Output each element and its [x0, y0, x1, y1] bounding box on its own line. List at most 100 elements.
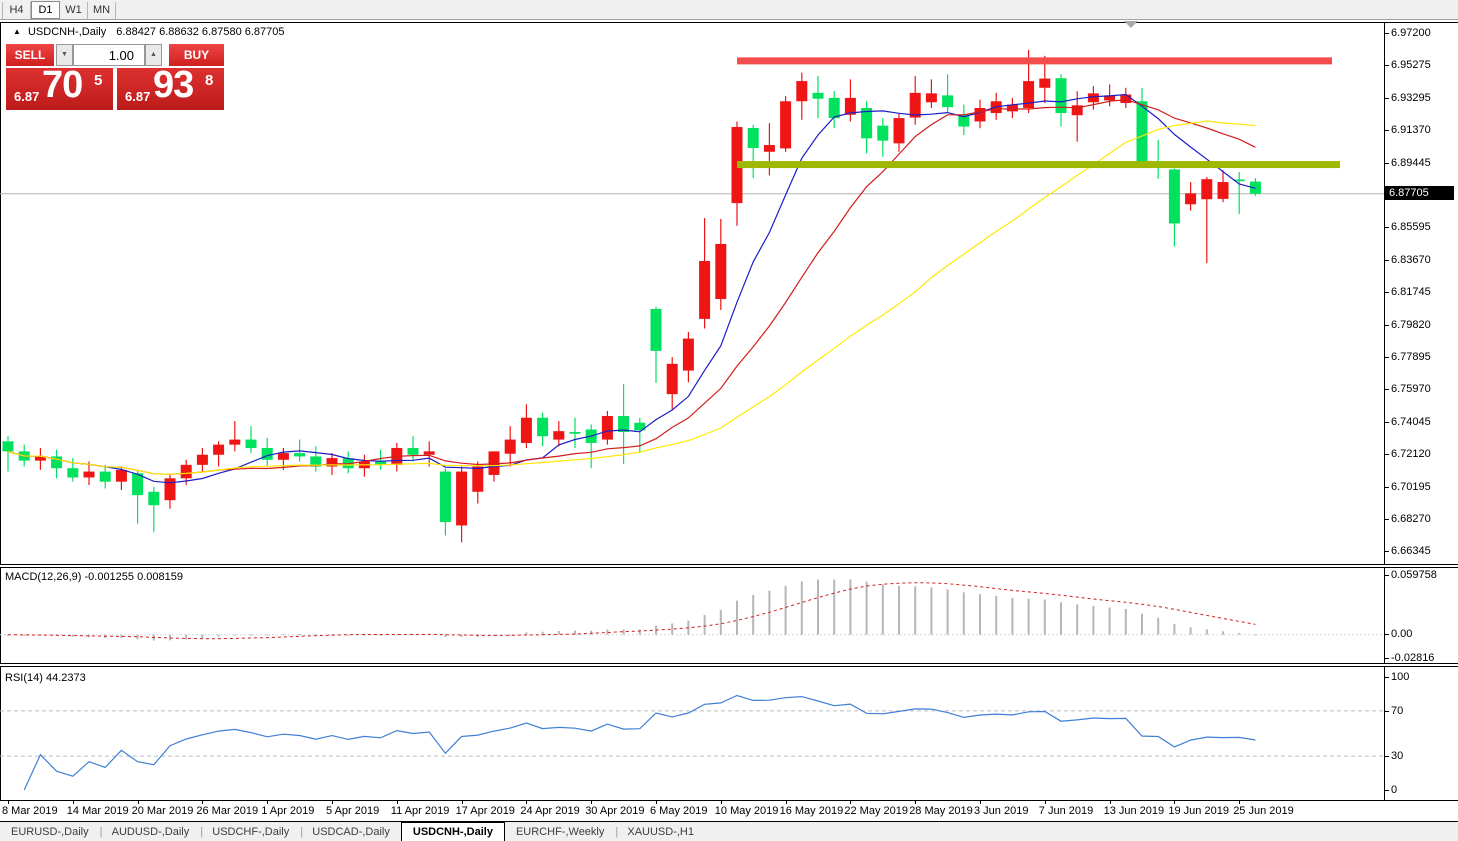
date-axis-tick: [396, 800, 398, 804]
date-axis-tick: [1044, 800, 1046, 804]
price-axis-label: 6.72120: [1391, 448, 1431, 461]
candle-body: [715, 244, 727, 300]
candle-body: [1136, 101, 1148, 164]
collapse-icon[interactable]: ▲: [13, 27, 21, 36]
date-axis-tick: [720, 800, 722, 804]
price-axis-tick: [1384, 389, 1389, 391]
candle-body: [261, 448, 273, 460]
macd-histogram-bar: [347, 634, 350, 636]
volume-decrease-button[interactable]: ▼: [56, 44, 73, 66]
candle-body: [1185, 193, 1197, 205]
chart-tab-audusd-daily[interactable]: AUDUSD-,Daily: [111, 826, 190, 838]
macd-pane-canvas[interactable]: [0, 567, 1384, 663]
resistance-line[interactable]: [737, 57, 1332, 65]
macd-axis-label: 0.00: [1391, 628, 1413, 640]
candle-body: [763, 145, 775, 152]
macd-histogram-bar: [185, 634, 188, 640]
date-axis-tick: [591, 800, 593, 804]
chart-tab-xauusd-h1[interactable]: XAUUSD-,H1: [627, 826, 694, 838]
rsi-pane-canvas[interactable]: [0, 667, 1384, 800]
macd-histogram-bar: [574, 630, 576, 635]
rsi-pane-separator[interactable]: [0, 663, 1458, 667]
macd-histogram-bar: [930, 587, 933, 635]
macd-histogram-bar: [979, 594, 981, 635]
chart-tab-eurusd-daily[interactable]: EURUSD-,Daily: [11, 826, 89, 838]
price-axis-label: 6.74045: [1391, 415, 1431, 428]
sell-price-panel[interactable]: 6.87 70 5: [6, 64, 113, 110]
date-axis-label: 22 May 2019: [844, 805, 908, 817]
macd-histogram-bar: [865, 581, 868, 635]
price-axis-tick: [1384, 292, 1389, 294]
candle-body: [423, 451, 435, 455]
timeframe-button-mn[interactable]: MN: [88, 2, 116, 19]
price-axis-label: 6.79820: [1391, 318, 1431, 331]
candle-body: [909, 92, 921, 118]
date-axis-label: 11 Apr 2019: [390, 805, 450, 817]
scroll-end-icon[interactable]: [1124, 21, 1138, 28]
volume-increase-button[interactable]: ▲: [145, 44, 162, 66]
rsi-axis-tick: [1384, 756, 1389, 757]
macd-histogram-bar: [622, 629, 625, 635]
macd-pane-separator[interactable]: [0, 564, 1458, 568]
macd-histogram-bar: [1060, 602, 1062, 635]
price-axis-label: 6.68270: [1391, 513, 1431, 525]
chart-left-border: [0, 22, 1, 801]
support-line[interactable]: [737, 161, 1340, 169]
date-axis-label: 14 Mar 2019: [66, 805, 129, 817]
macd-histogram-bar: [541, 631, 544, 635]
volume-input[interactable]: [73, 44, 145, 66]
macd-histogram-bar: [1124, 608, 1127, 635]
chart-tab-usdcad-daily[interactable]: USDCAD-,Daily: [312, 826, 390, 838]
macd-histogram-bar: [1205, 629, 1208, 635]
macd-histogram-bar: [444, 634, 447, 637]
sell-button[interactable]: SELL: [6, 44, 54, 66]
buy-price-prefix: 6.87: [125, 89, 151, 104]
timeframe-button-h4[interactable]: H4: [2, 2, 31, 19]
macd-histogram-bar: [233, 634, 236, 636]
chart-tab-usdcnh-daily[interactable]: USDCNH-,Daily: [400, 822, 505, 841]
timeframe-button-d1[interactable]: D1: [31, 1, 60, 19]
macd-histogram-bar: [379, 634, 382, 636]
candle-body: [456, 471, 468, 526]
date-axis-tick: [656, 800, 657, 804]
candle-body: [51, 456, 63, 469]
price-axis-tick: [1384, 486, 1389, 488]
candle-body: [537, 417, 549, 437]
macd-histogram-bar: [1222, 631, 1224, 635]
candle-body: [1055, 78, 1067, 114]
candle-body: [472, 466, 484, 492]
candle-body: [893, 118, 905, 144]
candle-body: [294, 453, 306, 457]
one-click-trade-panel: SELL ▼ ▲ BUY 6.87 70 5 6.87 93 8: [6, 44, 224, 110]
rsi-line: [23, 694, 1256, 791]
candle-body: [861, 108, 873, 139]
price-axis-label: 6.81745: [1391, 286, 1431, 299]
date-axis-tick: [915, 800, 917, 804]
candle-body: [1039, 78, 1051, 88]
macd-histogram-bar: [395, 634, 398, 636]
chart-tab-eurchf-weekly[interactable]: EURCHF-,Weekly: [515, 826, 605, 838]
candle-body: [618, 416, 630, 433]
date-axis-tick: [980, 800, 981, 804]
chart-tab-usdchf-daily[interactable]: USDCHF-,Daily: [212, 826, 290, 838]
candle-body: [747, 128, 759, 149]
price-axis-border: [1384, 22, 1385, 801]
date-axis-label: 1 Apr 2019: [261, 805, 315, 817]
price-axis-label: 6.70195: [1391, 480, 1431, 493]
buy-button[interactable]: BUY: [169, 44, 224, 66]
candle-body: [213, 444, 225, 455]
candle-body: [958, 114, 970, 127]
main-chart-canvas[interactable]: [0, 23, 1384, 566]
date-axis-tick: [526, 800, 528, 804]
macd-histogram-bar: [736, 600, 738, 635]
chart-symbol-label: USDCNH-,Daily: [27, 26, 107, 38]
candle-body: [601, 416, 613, 440]
date-axis-label: 6 May 2019: [650, 805, 708, 817]
buy-price-panel[interactable]: 6.87 93 8: [117, 64, 224, 110]
timeframe-button-w1[interactable]: W1: [60, 2, 88, 19]
candle-body: [439, 471, 451, 523]
candle-body: [780, 101, 792, 149]
candle-body: [180, 464, 192, 479]
candle-body: [1104, 95, 1116, 101]
candle-body: [699, 261, 711, 319]
